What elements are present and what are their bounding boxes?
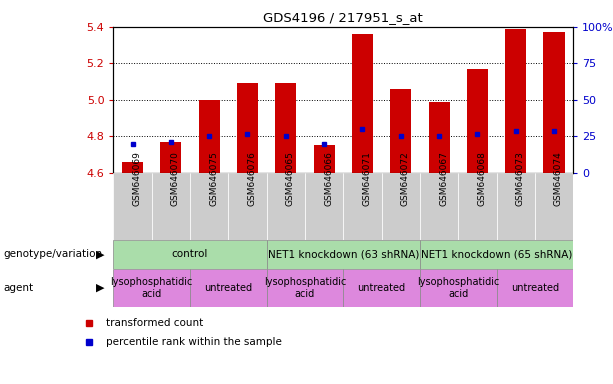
Text: percentile rank within the sample: percentile rank within the sample: [107, 337, 282, 347]
Text: agent: agent: [3, 283, 33, 293]
Text: lysophosphatidic
acid: lysophosphatidic acid: [110, 277, 193, 299]
Text: genotype/variation: genotype/variation: [3, 249, 102, 260]
Text: GSM646066: GSM646066: [324, 151, 333, 205]
Title: GDS4196 / 217951_s_at: GDS4196 / 217951_s_at: [264, 11, 423, 24]
Bar: [505, 29, 526, 173]
Text: GSM646065: GSM646065: [286, 151, 295, 205]
Bar: [352, 34, 373, 173]
Bar: [190, 173, 229, 240]
Text: untreated: untreated: [511, 283, 559, 293]
Text: NET1 knockdown (63 shRNA): NET1 knockdown (63 shRNA): [268, 249, 419, 260]
Bar: [305, 173, 343, 240]
Text: transformed count: transformed count: [107, 318, 204, 328]
Text: GSM646076: GSM646076: [248, 151, 256, 205]
Bar: [497, 269, 573, 307]
Bar: [199, 100, 219, 173]
Bar: [113, 173, 152, 240]
Bar: [390, 89, 411, 173]
Bar: [161, 142, 181, 173]
Bar: [428, 102, 449, 173]
Bar: [267, 240, 420, 269]
Bar: [459, 173, 497, 240]
Bar: [420, 173, 459, 240]
Text: GSM646075: GSM646075: [209, 151, 218, 205]
Bar: [497, 173, 535, 240]
Text: GSM646070: GSM646070: [171, 151, 180, 205]
Text: control: control: [172, 249, 208, 260]
Bar: [237, 83, 258, 173]
Text: GSM646074: GSM646074: [554, 151, 563, 205]
Bar: [343, 173, 381, 240]
Bar: [420, 240, 573, 269]
Text: GSM646073: GSM646073: [516, 151, 525, 205]
Text: GSM646072: GSM646072: [401, 151, 409, 205]
Text: untreated: untreated: [357, 283, 406, 293]
Text: lysophosphatidic
acid: lysophosphatidic acid: [264, 277, 346, 299]
Text: GSM646067: GSM646067: [439, 151, 448, 205]
Bar: [267, 173, 305, 240]
Bar: [420, 269, 497, 307]
Bar: [544, 32, 565, 173]
Bar: [275, 83, 296, 173]
Bar: [267, 269, 343, 307]
Bar: [382, 173, 420, 240]
Text: GSM646068: GSM646068: [478, 151, 486, 205]
Text: NET1 knockdown (65 shRNA): NET1 knockdown (65 shRNA): [421, 249, 572, 260]
Bar: [229, 173, 267, 240]
Text: untreated: untreated: [204, 283, 253, 293]
Text: GSM646069: GSM646069: [132, 151, 142, 205]
Bar: [535, 173, 573, 240]
Bar: [113, 269, 190, 307]
Bar: [122, 162, 143, 173]
Bar: [343, 269, 420, 307]
Bar: [314, 146, 335, 173]
Bar: [113, 240, 267, 269]
Text: ▶: ▶: [96, 283, 104, 293]
Bar: [152, 173, 190, 240]
Text: ▶: ▶: [96, 249, 104, 260]
Text: lysophosphatidic
acid: lysophosphatidic acid: [417, 277, 500, 299]
Bar: [467, 69, 488, 173]
Bar: [190, 269, 267, 307]
Text: GSM646071: GSM646071: [362, 151, 371, 205]
